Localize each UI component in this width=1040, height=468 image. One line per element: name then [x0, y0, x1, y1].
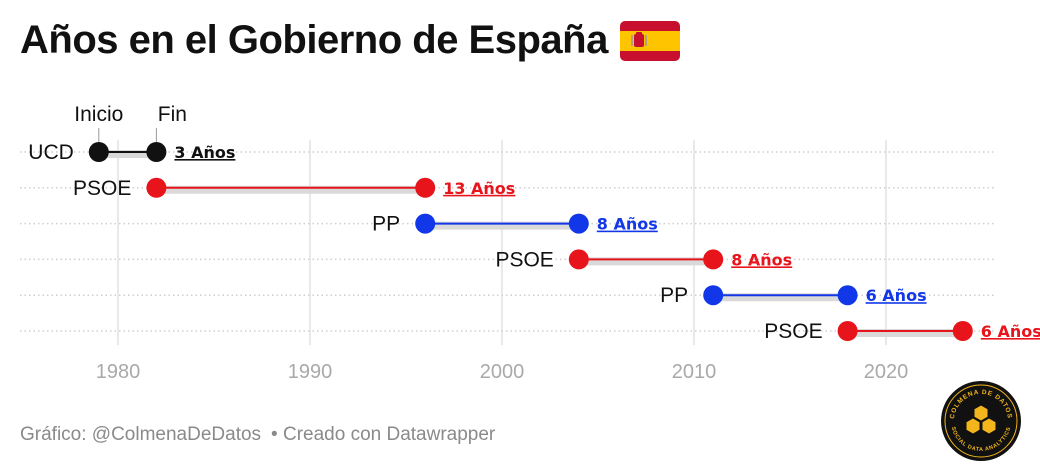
duration-label: 8 Años [597, 215, 658, 234]
start-dot [415, 213, 436, 234]
spain-flag-icon [619, 20, 680, 61]
x-tick-label: 2020 [864, 361, 909, 383]
footer: Gráfico: @ColmenaDeDatos • Creado con Dat… [20, 424, 495, 446]
party-label: PSOE [73, 177, 131, 200]
start-dot [837, 321, 858, 341]
legend-end-label: Fin [158, 103, 187, 126]
end-dot [568, 213, 589, 234]
chart-title: Años en el Gobierno de España [20, 18, 608, 62]
start-dot [146, 177, 167, 198]
x-tick-label: 1980 [96, 361, 141, 383]
end-dot [703, 249, 724, 270]
start-dot [568, 249, 589, 270]
legend-start-label: Inicio [74, 103, 123, 126]
party-label: PP [660, 284, 688, 307]
party-label: PSOE [495, 248, 553, 271]
x-tick-label: 2000 [480, 361, 525, 383]
end-dot [146, 142, 167, 162]
footer-tool: • Creado con Datawrapper [271, 424, 496, 445]
duration-label: 3 Años [174, 143, 235, 162]
party-label: UCD [28, 141, 74, 164]
start-dot [88, 142, 109, 162]
x-tick-label: 2010 [672, 361, 717, 383]
honeycomb-icon [965, 404, 997, 435]
dumbbell-chart: 1980 1990 2000 2010 2020 Inicio Fin UCD 3 Años PS… [20, 103, 1040, 383]
duration-label: 8 Años [731, 250, 792, 269]
end-dot [952, 321, 973, 341]
party-label: PSOE [764, 320, 822, 343]
title-row: Años en el Gobierno de España [20, 18, 680, 63]
end-dot [837, 285, 858, 306]
duration-label: 6 Años [866, 286, 927, 305]
duration-label: 6 Años [981, 322, 1040, 341]
start-dot [703, 285, 724, 306]
footer-credit: Gráfico: @ColmenaDeDatos [20, 424, 262, 445]
party-label: PP [372, 213, 400, 236]
x-tick-label: 1990 [288, 361, 333, 383]
end-dot [415, 177, 436, 198]
colmena-logo: COLMENA DE DATOS SOCIAL DATA ANALYTICS [941, 381, 1021, 461]
duration-label: 13 Años [443, 179, 515, 198]
